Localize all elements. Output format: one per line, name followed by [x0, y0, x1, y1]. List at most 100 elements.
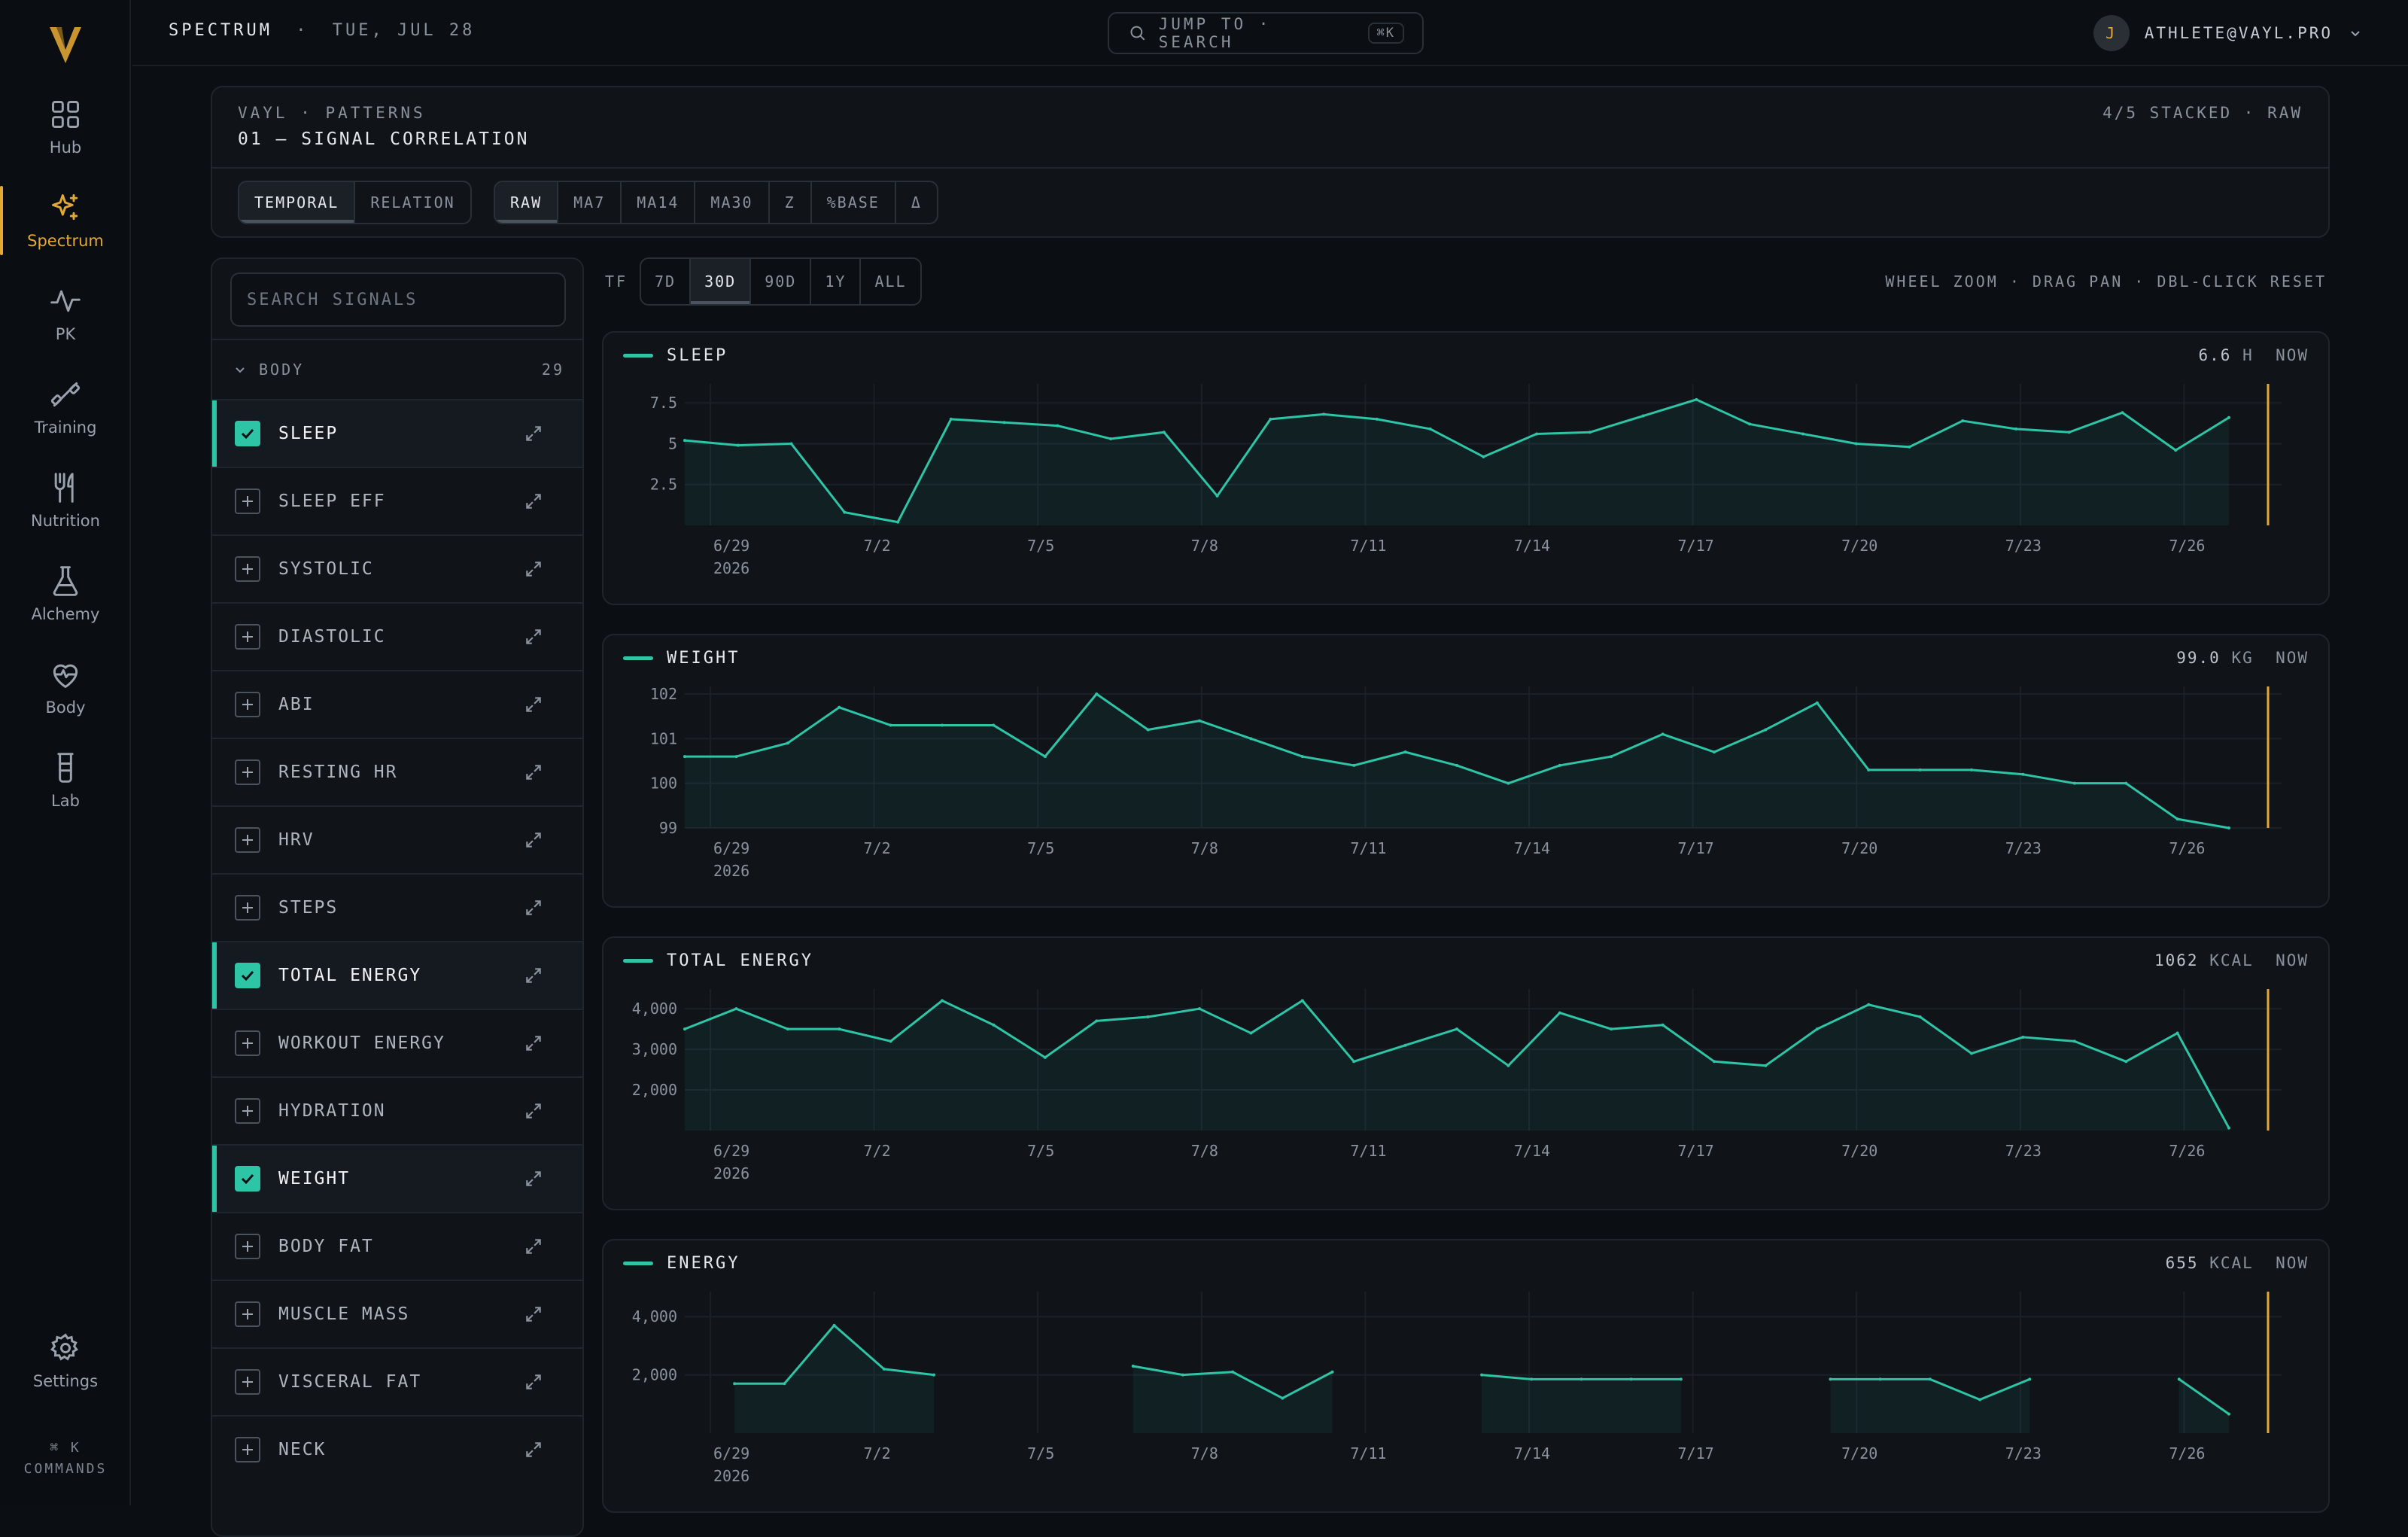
transform-tab-raw[interactable]: RAW: [495, 182, 559, 223]
timeframe-tab-1y[interactable]: 1Y: [811, 259, 862, 304]
series-point: [2121, 411, 2124, 415]
rail-item-pk[interactable]: PK: [0, 273, 131, 355]
transform-tab-ma30[interactable]: MA30: [695, 182, 770, 223]
user-email: ATHLETE@VAYL.PRO: [2144, 24, 2333, 42]
chart-plot[interactable]: 6/29 7/2 7/5 7/8 7/11 7/14 7/17 7/20 7/23 7/26 202…: [604, 333, 2331, 607]
timeframe-tab-90d[interactable]: 90D: [751, 259, 812, 304]
signal-row-neck[interactable]: NECK: [212, 1415, 582, 1483]
checkbox-add[interactable]: [235, 759, 260, 785]
transform-tab-z[interactable]: Z: [770, 182, 812, 223]
expand-icon[interactable]: [524, 1440, 543, 1459]
jump-search-button[interactable]: JUMP TO · SEARCH ⌘K: [1108, 12, 1424, 54]
transform-tab-ma14[interactable]: MA14: [622, 182, 696, 223]
checkbox-checked[interactable]: [235, 1166, 260, 1192]
series-point: [786, 741, 789, 745]
vayl-logo[interactable]: [0, 23, 131, 75]
expand-icon[interactable]: [524, 695, 543, 714]
rail-item-lab[interactable]: Lab: [0, 740, 131, 821]
signal-search-input[interactable]: SEARCH SIGNALS: [230, 272, 566, 327]
transform-tab-delta[interactable]: Δ: [911, 193, 922, 212]
expand-icon[interactable]: [524, 492, 543, 511]
expand-icon[interactable]: [524, 966, 543, 985]
signal-row-muscle-mass[interactable]: MUSCLE MASS: [212, 1280, 582, 1347]
signal-row-visceral-fat[interactable]: VISCERAL FAT: [212, 1347, 582, 1415]
series-point: [1482, 455, 1485, 458]
user-menu[interactable]: J ATHLETE@VAYL.PRO: [2093, 15, 2363, 51]
chart-title-text: TOTAL ENERGY: [667, 951, 813, 970]
transform-tab-ma7[interactable]: MA7: [558, 182, 622, 223]
signal-row-sleep-eff[interactable]: SLEEP EFF: [212, 467, 582, 534]
x-tick-label: 7/5: [1027, 1444, 1054, 1462]
now-unit: KG: [2231, 649, 2254, 667]
expand-icon[interactable]: [524, 1372, 543, 1392]
signal-row-abi[interactable]: ABI: [212, 670, 582, 738]
expand-icon[interactable]: [524, 424, 543, 443]
rail-item-spectrum[interactable]: Spectrum: [0, 180, 131, 261]
rail-item-hub[interactable]: Hub: [0, 87, 131, 168]
checkbox-add[interactable]: [235, 1030, 260, 1056]
checkbox-add[interactable]: [235, 1234, 260, 1259]
signal-row-workout-energy[interactable]: WORKOUT ENERGY: [212, 1009, 582, 1076]
signal-row-systolic[interactable]: SYSTOLIC: [212, 534, 582, 602]
rail-item-training[interactable]: Training: [0, 367, 131, 448]
chart-card-weight[interactable]: 6/29 7/2 7/5 7/8 7/11 7/14 7/17 7/20 7/23 7/26 202…: [602, 634, 2330, 908]
signal-group-body[interactable]: BODY 29: [212, 339, 582, 399]
x-year-label: 2026: [713, 559, 749, 577]
timeframe-tab-all[interactable]: ALL: [874, 272, 907, 291]
expand-icon[interactable]: [524, 1169, 543, 1189]
rail-item-nutrition[interactable]: Nutrition: [0, 460, 131, 541]
chart-plot[interactable]: 6/29 7/2 7/5 7/8 7/11 7/14 7/17 7/20 7/23 7/26 202…: [604, 1240, 2331, 1514]
expand-icon[interactable]: [524, 627, 543, 647]
expand-icon[interactable]: [524, 762, 543, 782]
series-point: [1854, 442, 1858, 446]
signal-row-weight[interactable]: WEIGHT: [212, 1144, 582, 1212]
mode-tab-temporal[interactable]: TEMPORAL: [239, 182, 356, 223]
expand-icon[interactable]: [524, 1101, 543, 1121]
expand-icon[interactable]: [524, 559, 543, 579]
rail-item-body[interactable]: Body: [0, 647, 131, 728]
checkbox-add[interactable]: [235, 1437, 260, 1462]
timeframe-tab-7d[interactable]: 7D: [641, 259, 692, 304]
timeframe-tab-30d[interactable]: 30D: [691, 259, 752, 304]
rail-item-alchemy[interactable]: Alchemy: [0, 553, 131, 635]
rail-item-settings[interactable]: Settings: [0, 1320, 131, 1402]
checkbox-add[interactable]: [235, 827, 260, 853]
expand-icon[interactable]: [524, 830, 543, 850]
avatar: J: [2093, 15, 2130, 51]
flask-icon: [53, 566, 78, 596]
signal-row-diastolic[interactable]: DIASTOLIC: [212, 602, 582, 670]
signal-row-sleep[interactable]: SLEEP: [212, 399, 582, 467]
chart-plot[interactable]: 6/29 7/2 7/5 7/8 7/11 7/14 7/17 7/20 7/23 7/26 202…: [604, 635, 2331, 909]
plus-icon: [242, 902, 253, 913]
chart-plot[interactable]: 6/29 7/2 7/5 7/8 7/11 7/14 7/17 7/20 7/23 7/26 202…: [604, 938, 2331, 1212]
checkbox-checked[interactable]: [235, 421, 260, 446]
mode-tab-relation[interactable]: RELATION: [370, 193, 455, 212]
x-year-label: 2026: [713, 1164, 749, 1182]
checkbox-add[interactable]: [235, 1301, 260, 1327]
checkbox-add[interactable]: [235, 692, 260, 717]
checkbox-checked[interactable]: [235, 963, 260, 988]
commands-shortcut[interactable]: ⌘ K COMMANDS: [0, 1438, 131, 1480]
transform-tab-base[interactable]: %BASE: [812, 182, 896, 223]
checkbox-add[interactable]: [235, 488, 260, 514]
checkbox-add[interactable]: [235, 624, 260, 650]
signal-row-steps[interactable]: STEPS: [212, 873, 582, 941]
series-point: [896, 520, 900, 524]
chart-card-sleep[interactable]: 6/29 7/2 7/5 7/8 7/11 7/14 7/17 7/20 7/23 7/26 202…: [602, 331, 2330, 605]
checkbox-add[interactable]: [235, 1369, 260, 1395]
checkbox-add[interactable]: [235, 1098, 260, 1124]
expand-icon[interactable]: [524, 1304, 543, 1324]
signal-row-hydration[interactable]: HYDRATION: [212, 1076, 582, 1144]
chart-card-total-energy[interactable]: 6/29 7/2 7/5 7/8 7/11 7/14 7/17 7/20 7/23 7/26 202…: [602, 936, 2330, 1210]
signal-row-resting-hr[interactable]: RESTING HR: [212, 738, 582, 805]
signal-row-body-fat[interactable]: BODY FAT: [212, 1212, 582, 1280]
checkbox-add[interactable]: [235, 556, 260, 582]
series-point: [1629, 1377, 1633, 1381]
chart-card-energy[interactable]: 6/29 7/2 7/5 7/8 7/11 7/14 7/17 7/20 7/23 7/26 202…: [602, 1239, 2330, 1513]
signal-row-total-energy[interactable]: TOTAL ENERGY: [212, 941, 582, 1009]
checkbox-add[interactable]: [235, 895, 260, 921]
expand-icon[interactable]: [524, 1033, 543, 1053]
expand-icon[interactable]: [524, 898, 543, 918]
expand-icon[interactable]: [524, 1237, 543, 1256]
signal-row-hrv[interactable]: HRV: [212, 805, 582, 873]
